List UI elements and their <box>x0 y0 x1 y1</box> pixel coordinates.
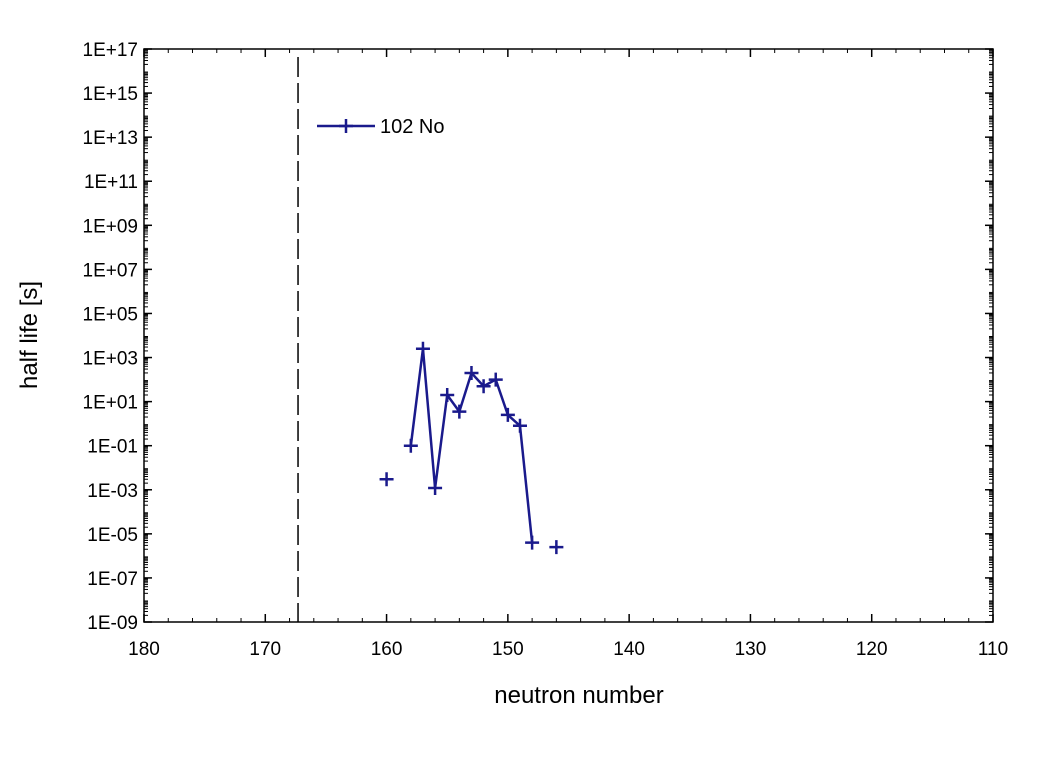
y-tick-label: 1E+01 <box>83 393 138 414</box>
data-point <box>525 535 540 550</box>
x-tick-label: 150 <box>492 639 524 660</box>
y-tick-label: 1E-03 <box>87 481 138 502</box>
plot-frame <box>143 48 994 623</box>
y-tick-label: 1E-05 <box>87 525 138 546</box>
y-tick-label: 1E+13 <box>83 128 138 149</box>
y-tick-label: 1E+17 <box>83 40 138 61</box>
x-tick-label: 130 <box>735 639 767 660</box>
y-tick-label: 1E-01 <box>87 437 138 458</box>
x-axis-label: neutron number <box>494 682 663 709</box>
y-tick-label: 1E+11 <box>84 172 138 193</box>
x-tick-label: 110 <box>978 639 1008 660</box>
data-point <box>440 387 455 402</box>
y-tick-label: 1E-09 <box>87 613 138 634</box>
data-point <box>476 379 491 394</box>
y-axis-label: half life [s] <box>16 281 43 389</box>
legend: 102 No <box>317 116 445 138</box>
data-point <box>464 365 479 380</box>
data-point <box>512 418 527 433</box>
x-tick-label: 180 <box>128 639 160 660</box>
legend-marker-plus-icon <box>339 119 353 133</box>
series-layer <box>379 341 564 555</box>
x-tick-label: 160 <box>371 639 403 660</box>
y-tick-label: 1E+03 <box>83 349 138 370</box>
x-tick-label: 140 <box>613 639 645 660</box>
data-point <box>549 540 564 555</box>
legend-label: 102 No <box>380 116 445 138</box>
data-point <box>415 341 430 356</box>
data-point <box>488 372 503 387</box>
y-tick-label: 1E+05 <box>83 304 138 325</box>
y-tick-label: 1E+15 <box>83 84 138 105</box>
data-point <box>379 472 394 487</box>
data-point <box>428 481 443 496</box>
y-tick-label: 1E+07 <box>83 260 138 281</box>
x-tick-label: 120 <box>856 639 888 660</box>
x-tick-label: 170 <box>249 639 281 660</box>
x-tick-labels: 180 170 160 150 140 130 120 110 <box>128 639 1008 660</box>
data-point <box>403 438 418 453</box>
y-tick-label: 1E-07 <box>87 569 138 590</box>
y-tick-labels: 1E-09 1E-07 1E-05 1E-03 1E-01 1E+01 1E+03 1E+05… <box>83 40 138 634</box>
data-point <box>452 404 467 419</box>
y-tick-label: 1E+09 <box>83 216 138 237</box>
axis-ticks <box>143 48 994 623</box>
data-point <box>500 407 515 422</box>
